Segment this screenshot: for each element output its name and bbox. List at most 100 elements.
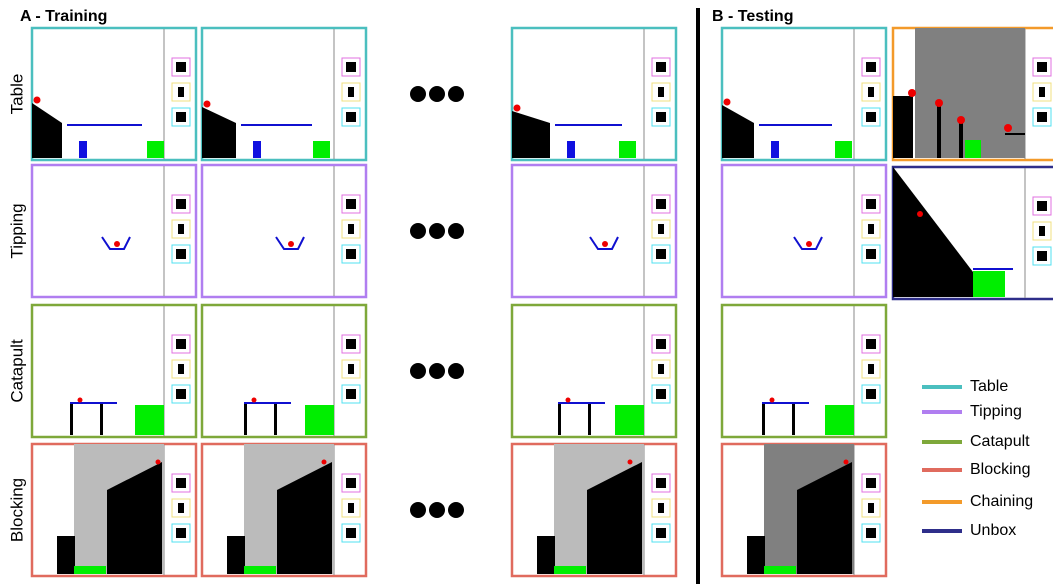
ball <box>114 241 120 247</box>
cup <box>275 236 305 250</box>
legend-label: Blocking <box>970 461 1030 478</box>
puzzle-panel <box>510 163 678 299</box>
tool-shape <box>1037 201 1047 211</box>
legend-label: Unbox <box>970 522 1016 539</box>
panel-frame <box>200 303 368 439</box>
post <box>244 403 247 435</box>
ellipsis-dot <box>410 363 426 379</box>
tool-shape <box>176 389 186 399</box>
ellipsis-dot <box>410 223 426 239</box>
cup <box>793 236 823 250</box>
legend-label: Catapult <box>970 433 1030 450</box>
ball <box>843 459 849 465</box>
cup <box>589 236 619 250</box>
tool-shape <box>178 503 184 513</box>
goal <box>135 405 164 435</box>
puzzle-panel <box>200 163 368 299</box>
block <box>567 141 575 158</box>
ball <box>602 241 608 247</box>
block <box>771 141 779 158</box>
block <box>893 96 913 158</box>
tool-shape <box>656 478 666 488</box>
tool-shape <box>656 528 666 538</box>
tool-shape <box>868 224 874 234</box>
row-label: Catapult <box>7 339 26 403</box>
tool-shape <box>346 249 356 259</box>
block <box>537 536 555 574</box>
tool-shape <box>176 478 186 488</box>
tool-shape <box>176 62 186 72</box>
ball <box>935 99 943 107</box>
ellipsis-dot <box>429 363 445 379</box>
tool-shape <box>176 528 186 538</box>
slope <box>797 462 852 574</box>
post <box>762 403 765 435</box>
tool-shape <box>176 339 186 349</box>
tool-shape <box>868 87 874 97</box>
puzzle-panel <box>30 442 198 578</box>
tool-shape <box>348 224 354 234</box>
ball <box>806 241 812 247</box>
puzzle-panel <box>720 442 888 578</box>
tool-shape <box>176 199 186 209</box>
goal <box>147 141 164 158</box>
ellipsis-dot <box>429 223 445 239</box>
tool-shape <box>656 62 666 72</box>
goal <box>764 566 796 574</box>
tool-shape <box>866 528 876 538</box>
ball <box>288 241 294 247</box>
ball <box>1004 124 1012 132</box>
puzzle-panel <box>720 163 888 299</box>
puzzle-panel <box>510 442 678 578</box>
puzzle-panel <box>200 26 368 162</box>
tool-shape <box>866 389 876 399</box>
ball <box>251 397 257 403</box>
panel-frame <box>720 163 888 299</box>
tool-shape <box>178 224 184 234</box>
tool-shape <box>176 112 186 122</box>
ball <box>321 459 327 465</box>
puzzle-panel <box>891 165 1053 301</box>
post <box>588 403 591 435</box>
post <box>792 403 795 435</box>
panel-frame <box>720 303 888 439</box>
tool-shape <box>866 199 876 209</box>
post <box>937 106 941 158</box>
slope <box>587 462 642 574</box>
ball <box>155 459 161 465</box>
ball <box>917 211 923 217</box>
section-title: A - Training <box>20 8 107 25</box>
tool-shape <box>656 389 666 399</box>
puzzle-panel <box>200 442 368 578</box>
block <box>747 536 765 574</box>
post <box>959 123 963 158</box>
tool-shape <box>656 249 666 259</box>
ball <box>769 397 775 403</box>
tool-shape <box>178 87 184 97</box>
tool-shape <box>346 62 356 72</box>
ball <box>203 100 211 108</box>
tool-shape <box>868 364 874 374</box>
block <box>253 141 261 158</box>
tool-shape <box>346 478 356 488</box>
ball <box>908 89 916 97</box>
puzzle-panel <box>720 303 888 439</box>
ellipsis-dot <box>429 86 445 102</box>
ramp <box>32 103 62 158</box>
tool-shape <box>1037 251 1047 261</box>
panel-frame <box>30 163 198 299</box>
puzzle-panel <box>30 303 198 439</box>
panel-frame <box>510 303 678 439</box>
ramp <box>202 107 236 158</box>
goal <box>973 271 1005 297</box>
goal <box>965 140 981 158</box>
goal <box>615 405 644 435</box>
ellipsis-dot <box>429 502 445 518</box>
goal <box>305 405 334 435</box>
goal <box>313 141 330 158</box>
tool-shape <box>868 503 874 513</box>
tool-shape <box>1037 62 1047 72</box>
tool-shape <box>658 224 664 234</box>
ellipsis-dot <box>448 86 464 102</box>
tool-shape <box>866 62 876 72</box>
